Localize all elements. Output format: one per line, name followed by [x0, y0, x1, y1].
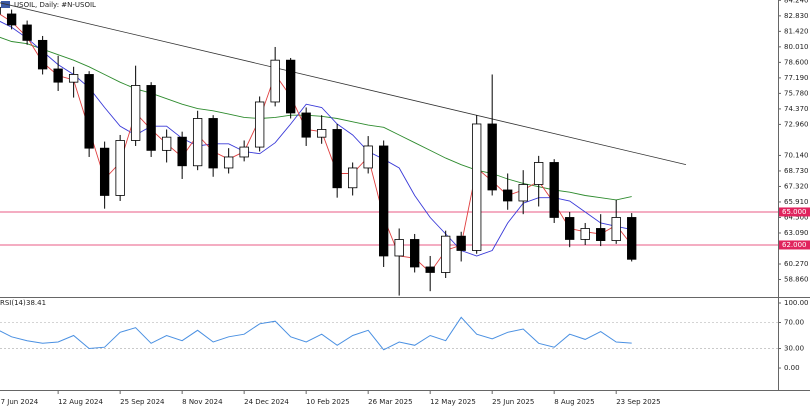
x-tick-label: 8 Aug 2025	[554, 398, 594, 406]
candle-body	[596, 228, 606, 241]
level-tag	[779, 207, 810, 217]
candle-body	[410, 239, 420, 268]
candle-body	[627, 217, 637, 260]
x-tick-label: 25 Sep 2024	[120, 398, 165, 406]
moving-average	[0, 20, 632, 257]
candle-body	[223, 156, 234, 169]
candle-body	[254, 101, 265, 148]
trend-line	[0, 2, 687, 166]
candle-body	[301, 112, 311, 138]
candle-body	[177, 136, 187, 167]
candle-body	[534, 162, 544, 185]
candle-body	[146, 85, 156, 151]
candle-body	[161, 136, 172, 151]
x-tick-label: 25 Jun 2025	[492, 398, 534, 406]
candle-body	[441, 235, 451, 273]
candle-body	[425, 266, 435, 273]
level-label: 62.000	[782, 241, 807, 249]
candle-body	[472, 123, 482, 251]
x-tick-label: 24 Dec 2024	[244, 398, 289, 406]
x-tick-label: 26 Mar 2025	[368, 398, 412, 406]
candle-body	[317, 129, 327, 138]
y-tick-label: 75.780	[784, 89, 809, 97]
y-tick-label: 65.910	[784, 198, 809, 206]
candle-body	[84, 74, 94, 149]
x-tick-label: 12 May 2025	[430, 398, 476, 406]
candle-body	[270, 59, 280, 103]
candle-body	[549, 162, 559, 218]
candle-body	[503, 189, 513, 202]
y-tick-label: 67.320	[784, 182, 809, 190]
y-tick-label: 0.00	[784, 364, 800, 372]
candle-body	[130, 85, 141, 141]
candle-body	[611, 217, 621, 241]
level-tag	[779, 240, 810, 250]
y-tick-label: 78.600	[784, 58, 809, 66]
rsi-line	[0, 316, 632, 351]
candle-body	[208, 118, 218, 169]
candle-body	[115, 140, 125, 196]
chart-title: USOIL, Daily: #N-USOIL	[14, 1, 96, 9]
candle-body	[6, 13, 17, 26]
candle-body	[348, 167, 358, 189]
candle-body	[99, 147, 110, 196]
y-tick-label: 82.830	[784, 12, 809, 20]
y-tick-label: 72.960	[784, 120, 809, 128]
y-tick-label: 58.860	[784, 276, 809, 284]
y-tick-label: 63.090	[784, 229, 809, 237]
y-tick-label: 84.240	[784, 0, 809, 4]
x-tick-label: 10 Feb 2025	[306, 398, 350, 406]
y-tick-label: 74.370	[784, 105, 809, 113]
candle-body	[565, 217, 575, 240]
candle-body	[22, 24, 32, 41]
candle-body	[580, 228, 590, 240]
candle-body	[53, 68, 63, 83]
y-tick-label: 60.270	[784, 260, 809, 268]
candle-body	[192, 118, 203, 167]
candle-body	[285, 59, 296, 114]
rsi-title: RSI(14)	[0, 299, 26, 307]
candle-body	[332, 129, 342, 189]
candle-body	[456, 235, 466, 251]
x-tick-label: 17 Jun 2024	[0, 398, 39, 406]
candle-body	[394, 239, 404, 257]
candle-body	[487, 123, 497, 191]
candle-body	[68, 74, 79, 83]
candle-body	[379, 145, 389, 257]
y-tick-label: 100.00	[784, 299, 809, 307]
y-tick-label: 64.500	[784, 213, 809, 221]
candle-body	[239, 146, 249, 158]
y-tick-label: 77.190	[784, 74, 809, 82]
y-tick-label: 70.00	[784, 319, 804, 327]
moving-average	[0, 36, 632, 201]
x-tick-label: 12 Aug 2024	[58, 398, 103, 406]
y-tick-label: 68.730	[784, 167, 809, 175]
y-tick-label: 80.010	[784, 43, 809, 51]
candle-body	[37, 39, 48, 70]
candle-body	[518, 184, 528, 202]
flag-icon	[1, 1, 10, 8]
candle-body	[363, 145, 373, 169]
y-tick-label: 81.420	[784, 27, 809, 35]
x-tick-label: 23 Sep 2025	[616, 398, 660, 406]
level-label: 65.000	[782, 208, 807, 216]
y-tick-label: 30.00	[784, 345, 804, 353]
rsi-value: 38.41	[26, 299, 46, 307]
x-tick-label: 8 Nov 2024	[182, 398, 223, 406]
y-tick-label: 70.140	[784, 151, 809, 159]
